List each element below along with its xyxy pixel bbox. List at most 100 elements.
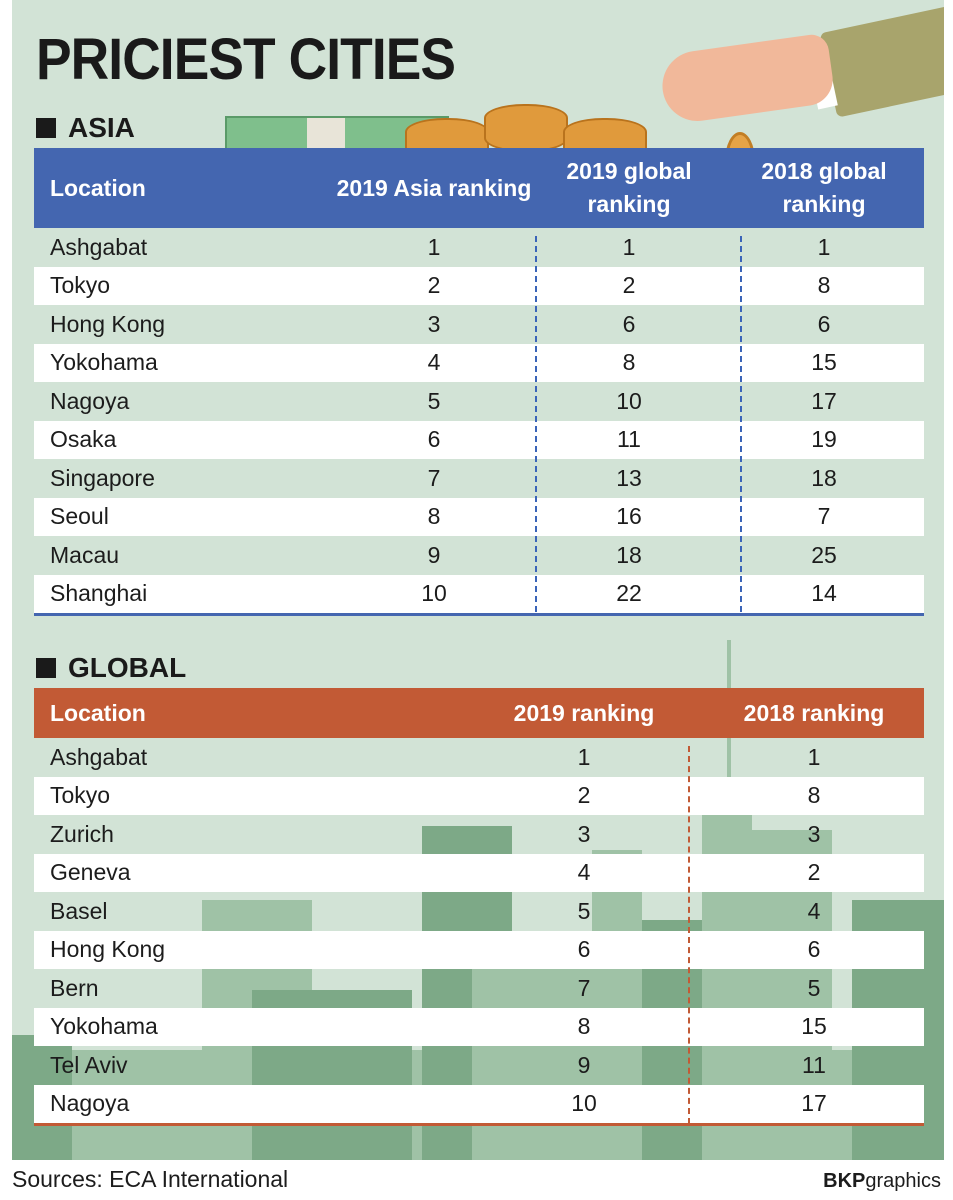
ranking-cell: 11 [534,420,724,459]
asia-section-label: ASIA [36,112,135,144]
column-divider [535,236,537,612]
source-credit: Sources: ECA International [12,1166,289,1192]
ranking-cell: 2 [534,266,724,305]
table-row: Osaka 6 11 19 [34,420,924,459]
ranking-cell: 3 [807,820,821,847]
table-row: Shanghai 10 22 14 [34,574,924,615]
ranking-cell: 1 [622,233,636,260]
ranking-cell: 7 [724,497,924,536]
square-bullet-icon [36,658,56,678]
ranking-cell: 1 [427,233,441,260]
ranking-cell: 18 [811,464,837,491]
ranking-cell: 5 [807,974,821,1001]
ranking-cell: 6 [817,310,831,337]
ranking-cell: 2 [464,776,704,815]
table-row: Ashgabat 1 1 [34,738,924,777]
location-cell: Ashgabat [50,233,148,260]
hand-icon [657,32,837,126]
coin-stack-icon [484,104,568,152]
column-header: 2018 global ranking [724,148,924,228]
ranking-cell: 1 [577,743,591,770]
ranking-cell: 1 [817,233,831,260]
location-cell: Tel Aviv [50,1051,128,1078]
brand-rest: graphics [865,1170,941,1192]
brand-bold: BKP [823,1170,866,1192]
square-bullet-icon [36,118,56,138]
ranking-cell: 4 [334,343,534,382]
ranking-cell: 5 [577,897,591,924]
table-row: Ashgabat 1 1 1 [34,228,924,267]
location-cell: Hong Kong [34,930,464,969]
table-row: Tokyo 2 2 8 [34,266,924,305]
ranking-cell: 6 [334,420,534,459]
table-row: Basel 5 4 [34,892,924,931]
location-cell: Ashgabat [50,743,148,770]
column-header: Location [34,148,334,228]
table-row: Hong Kong 6 6 [34,930,924,969]
location-cell: Singapore [50,464,155,491]
global-ranking-table: Location 2019 ranking 2018 ranking Ashga… [34,688,924,1126]
ranking-cell: 16 [534,497,724,536]
location-cell: Yokohama [34,343,334,382]
ranking-cell: 8 [704,776,924,815]
ranking-cell: 10 [616,387,642,414]
location-cell: Basel [50,897,108,924]
ranking-cell: 4 [807,897,821,924]
ranking-cell: 8 [334,497,534,536]
table-row: Tel Aviv 9 11 [34,1046,924,1085]
ranking-cell: 6 [464,930,704,969]
ranking-cell: 1 [807,743,821,770]
ranking-cell: 17 [704,1084,924,1125]
global-section-text: GLOBAL [68,652,187,683]
location-cell: Bern [50,974,99,1001]
ranking-cell: 18 [616,541,642,568]
ranking-cell: 22 [534,574,724,615]
location-cell: Seoul [34,497,334,536]
ranking-cell: 25 [811,541,837,568]
column-header: 2019 global ranking [534,148,724,228]
column-header: 2018 ranking [704,688,924,738]
location-cell: Yokohama [34,1007,464,1046]
asia-ranking-table: Location 2019 Asia ranking 2019 global r… [34,148,924,616]
ranking-cell: 15 [704,1007,924,1046]
ranking-cell: 3 [577,820,591,847]
location-cell: Macau [50,541,120,568]
ranking-cell: 2 [334,266,534,305]
table-row: Macau 9 18 25 [34,536,924,575]
column-header: 2019 Asia ranking [334,148,534,228]
ranking-cell: 7 [427,464,441,491]
ranking-cell: 9 [577,1051,591,1078]
table-row: Zurich 3 3 [34,815,924,854]
ranking-cell: 10 [334,574,534,615]
ranking-cell: 8 [464,1007,704,1046]
ranking-cell: 6 [622,310,636,337]
table-row: Yokohama 4 8 15 [34,343,924,382]
ranking-cell: 6 [704,930,924,969]
page-title: PRICIEST CITIES [36,27,456,92]
brand-logo: BKPgraphics [823,1170,941,1193]
ranking-cell: 11 [802,1051,826,1078]
location-cell: Tokyo [34,776,464,815]
ranking-cell: 19 [724,420,924,459]
asia-table-header: Location 2019 Asia ranking 2019 global r… [34,148,924,228]
global-section-label: GLOBAL [36,652,186,684]
table-row: Singapore 7 13 18 [34,459,924,498]
column-divider [740,236,742,612]
column-header: Location [34,688,464,738]
location-cell: Zurich [50,820,114,847]
ranking-cell: 4 [464,853,704,892]
sleeve-icon [819,4,944,118]
ranking-cell: 13 [616,464,642,491]
asia-section-text: ASIA [68,112,135,143]
table-row: Hong Kong 3 6 6 [34,305,924,344]
ranking-cell: 10 [464,1084,704,1125]
location-cell: Geneva [34,853,464,892]
table-row: Seoul 8 16 7 [34,497,924,536]
location-cell: Tokyo [34,266,334,305]
global-table-header: Location 2019 ranking 2018 ranking [34,688,924,738]
ranking-cell: 9 [427,541,441,568]
ranking-cell: 8 [724,266,924,305]
ranking-cell: 5 [427,387,441,414]
location-cell: Osaka [34,420,334,459]
